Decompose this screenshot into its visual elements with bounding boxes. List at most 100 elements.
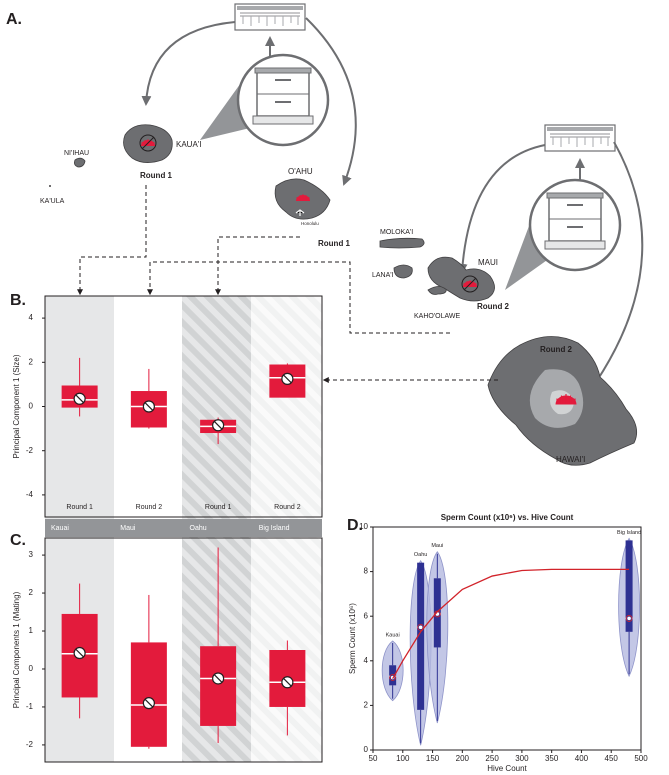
x-tick-label: 100: [396, 754, 410, 763]
y-tick-label: 8: [364, 567, 369, 576]
island-label: KA'ULA: [40, 198, 65, 205]
island-label: LANA'I: [372, 272, 394, 279]
plots: B.4 2 0 -2 -4 Principal Component 1 (Size) Rou…: [10, 292, 648, 773]
y-axis-label: Sperm Count (x10⁶): [348, 603, 357, 674]
y-tick-label: 0: [364, 745, 369, 754]
island-label: KAUA'I: [176, 140, 202, 149]
connector: [77, 185, 147, 296]
mean-slash: [213, 421, 223, 430]
y-tick-label: 6: [364, 611, 369, 620]
island: [393, 264, 413, 279]
fit-point: [625, 615, 633, 622]
x-tick-label: 50: [369, 754, 378, 763]
island-label: MOLOKA'I: [380, 229, 413, 236]
group-band: [45, 519, 322, 537]
island-label: MAUI: [478, 258, 498, 267]
panel-label: C.: [10, 532, 26, 549]
fit-line: [392, 568, 630, 679]
panel-a: A. NI'IHAU KA'ULA KAUA'I Round 1 O'AHU H…: [6, 3, 644, 466]
y-tick-label: 10: [359, 522, 368, 531]
y-tick-label: 0: [29, 402, 34, 411]
box: [200, 646, 237, 726]
island-label: O'AHU: [288, 167, 313, 176]
y-tick-label: 2: [29, 588, 34, 597]
magnifier: [236, 53, 330, 147]
y-axis-label: Principal Component 1 (Size): [12, 354, 21, 458]
x-tick-label: 450: [605, 754, 619, 763]
magnifier: [528, 178, 622, 272]
y-tick-label: 4: [29, 313, 34, 322]
city-label: Honolulu: [301, 221, 319, 226]
island: [427, 256, 495, 302]
mean-slash: [75, 394, 84, 403]
round-label: Round 1: [140, 171, 173, 180]
group-label: Big Island: [617, 530, 641, 536]
panel-label: B.: [10, 292, 26, 309]
x-tick-label: 350: [545, 754, 559, 763]
x-tick-label: Round 1: [66, 504, 93, 511]
connector: [147, 261, 450, 334]
x-tick-label: Round 1: [205, 504, 232, 511]
y-tick-label: 0: [29, 664, 34, 673]
island: [379, 237, 425, 249]
group-label: Big Island: [259, 525, 290, 532]
y-tick-label: 2: [364, 701, 369, 710]
box: [417, 562, 425, 710]
x-tick-label: 200: [456, 754, 470, 763]
arrow: [457, 144, 546, 274]
group-label: Oahu: [190, 525, 207, 532]
hive-icon: [234, 3, 306, 31]
x-tick-label: 500: [634, 754, 648, 763]
y-tick-label: 1: [29, 626, 34, 635]
y-axis-label: Principal Components 1 (Mating): [12, 591, 21, 708]
connector: [215, 236, 300, 296]
arrow: [141, 21, 236, 106]
island: [427, 286, 447, 295]
island-label: HAWAI'I: [556, 455, 585, 464]
fit-point: [417, 623, 425, 631]
chart-title: Sperm Count (x10⁶) vs. Hive Count: [441, 513, 574, 522]
mean-slash: [144, 402, 154, 411]
panel-label: D.: [347, 517, 363, 534]
fit-point: [389, 674, 397, 681]
round-label: Round 1: [318, 239, 351, 248]
y-tick-label: 2: [29, 357, 34, 366]
island-label: KAHO'OLAWE: [414, 313, 461, 320]
x-tick-label: 300: [515, 754, 529, 763]
panel-label: A.: [6, 11, 22, 28]
round-label: Round 2: [477, 302, 510, 311]
group-label: Kauai: [51, 525, 69, 532]
round-label: Round 2: [540, 345, 573, 354]
fit-point: [433, 610, 441, 618]
arrow: [305, 17, 357, 186]
mean-slash: [283, 374, 292, 384]
mean-slash: [144, 698, 154, 708]
y-tick-label: -2: [26, 446, 34, 455]
x-tick-label: 250: [485, 754, 499, 763]
group-label: Maui: [120, 525, 136, 532]
box: [130, 642, 167, 747]
y-tick-label: -4: [26, 490, 34, 499]
mean-slash: [213, 674, 223, 683]
frame: [372, 526, 642, 751]
y-tick-label: -1: [26, 702, 34, 711]
mean-slash: [75, 648, 84, 658]
x-tick-label: 400: [575, 754, 589, 763]
y-tick-label: 3: [29, 550, 34, 559]
group-label: Maui: [431, 543, 443, 549]
hive-marker: [139, 134, 157, 152]
x-axis-label: Hive Count: [487, 764, 527, 773]
group-label: Oahu: [414, 552, 427, 558]
island-label: NI'IHAU: [64, 150, 89, 157]
x-tick-label: 150: [426, 754, 440, 763]
hive-icon: [544, 124, 616, 152]
arrow: [590, 141, 644, 390]
frame: [44, 537, 323, 763]
x-tick-label: Round 2: [274, 504, 301, 511]
mean-marker: [418, 624, 424, 630]
island: [74, 157, 86, 168]
x-tick-label: Round 2: [136, 504, 163, 511]
y-tick-label: -2: [26, 740, 34, 749]
mean-slash: [283, 678, 292, 687]
